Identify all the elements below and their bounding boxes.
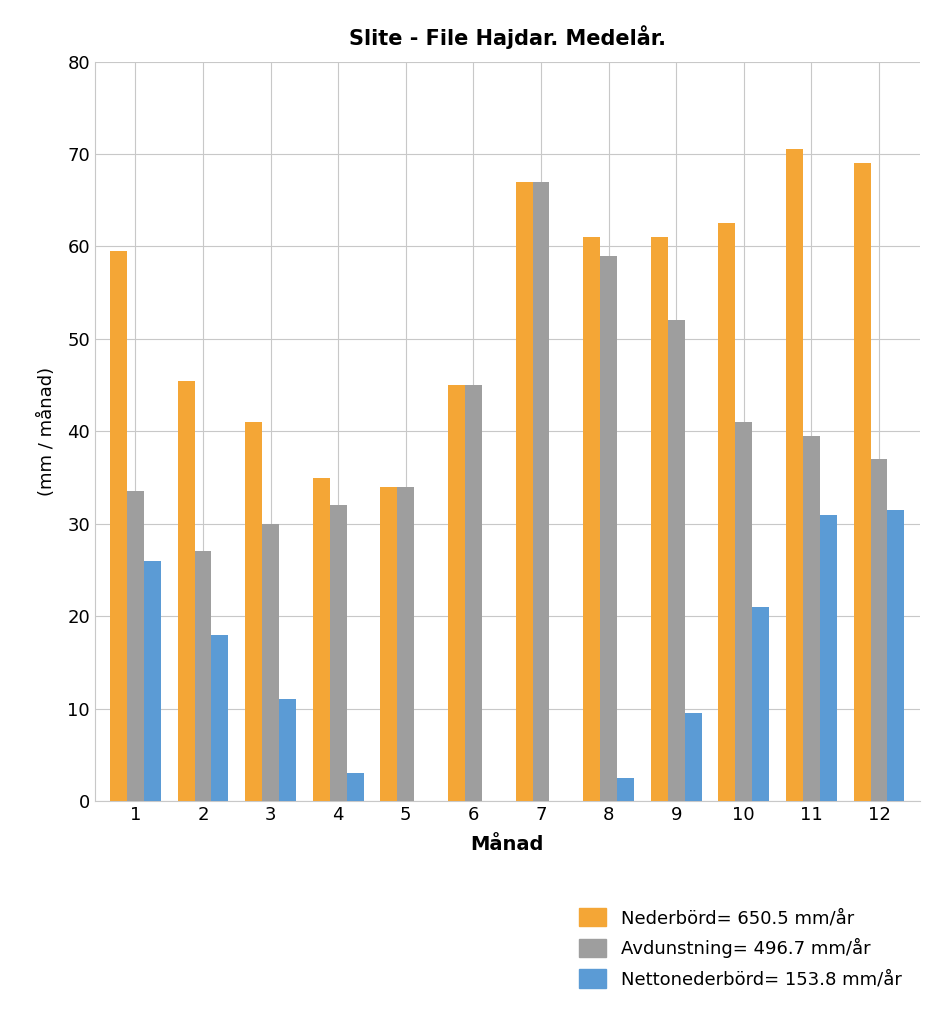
Bar xyxy=(803,435,820,801)
Bar xyxy=(753,607,769,801)
Bar xyxy=(583,237,600,801)
Bar xyxy=(110,251,127,801)
Bar xyxy=(330,505,347,801)
Bar xyxy=(533,182,550,801)
Y-axis label: (mm / månad): (mm / månad) xyxy=(38,367,56,496)
Bar xyxy=(667,320,684,801)
Bar xyxy=(870,459,887,801)
Bar xyxy=(853,163,870,801)
Bar xyxy=(600,256,617,801)
Bar xyxy=(516,182,533,801)
Bar xyxy=(786,149,803,801)
Bar xyxy=(246,422,262,801)
Title: Slite - File Hajdar. Medelår.: Slite - File Hajdar. Medelår. xyxy=(349,25,665,49)
Bar xyxy=(887,510,904,801)
Bar xyxy=(820,515,837,801)
Bar xyxy=(313,478,330,801)
Bar xyxy=(380,487,397,801)
Bar xyxy=(448,385,465,801)
Bar xyxy=(144,561,161,801)
Bar xyxy=(177,381,194,801)
Bar xyxy=(211,635,228,801)
Bar xyxy=(279,699,296,801)
Bar xyxy=(617,778,634,801)
Bar xyxy=(684,713,702,801)
Bar xyxy=(194,551,211,801)
Bar xyxy=(127,491,144,801)
Bar xyxy=(397,487,414,801)
Bar xyxy=(719,223,736,801)
Bar xyxy=(651,237,667,801)
X-axis label: Månad: Månad xyxy=(470,835,544,854)
Legend: Nederbörd= 650.5 mm/år, Avdunstning= 496.7 mm/år, Nettonederbörd= 153.8 mm/år: Nederbörd= 650.5 mm/år, Avdunstning= 496… xyxy=(570,899,910,997)
Bar xyxy=(465,385,482,801)
Bar xyxy=(347,773,363,801)
Bar xyxy=(262,524,279,801)
Bar xyxy=(736,422,753,801)
